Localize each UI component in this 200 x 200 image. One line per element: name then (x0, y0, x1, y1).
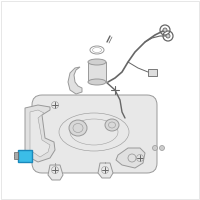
Circle shape (153, 146, 158, 150)
FancyBboxPatch shape (32, 95, 157, 173)
Circle shape (163, 28, 167, 32)
Ellipse shape (105, 119, 119, 131)
Ellipse shape (69, 120, 87, 136)
Polygon shape (25, 105, 55, 162)
FancyBboxPatch shape (148, 68, 156, 75)
Polygon shape (30, 110, 50, 157)
FancyBboxPatch shape (18, 150, 32, 162)
Polygon shape (98, 163, 113, 178)
FancyBboxPatch shape (88, 62, 106, 82)
Circle shape (166, 34, 170, 38)
FancyBboxPatch shape (14, 152, 18, 159)
Ellipse shape (88, 79, 106, 85)
Circle shape (160, 146, 164, 150)
Polygon shape (48, 165, 63, 180)
Polygon shape (68, 67, 82, 94)
Polygon shape (116, 148, 145, 168)
Ellipse shape (88, 59, 106, 65)
